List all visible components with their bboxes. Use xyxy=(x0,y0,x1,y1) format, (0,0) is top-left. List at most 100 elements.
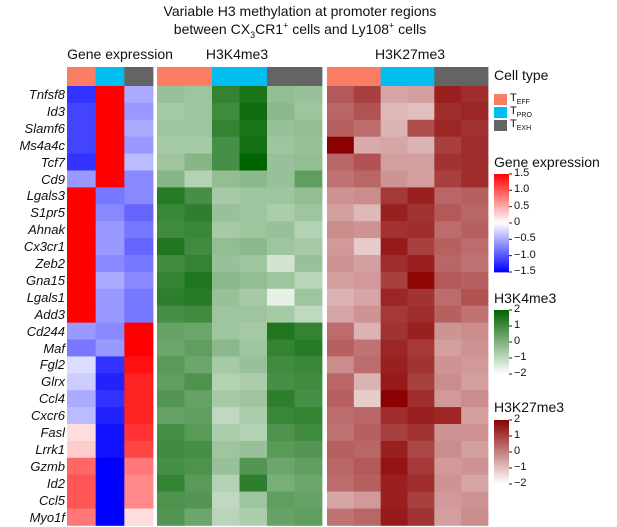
heatmap-cell xyxy=(461,407,489,425)
annotation-cell xyxy=(407,67,435,86)
gene-label: S1pr5 xyxy=(30,205,65,221)
heatmap-cell xyxy=(434,305,462,323)
heatmap-cell xyxy=(327,86,355,104)
heatmap-cell xyxy=(212,204,240,222)
legend-swatch-teff xyxy=(494,94,507,105)
legend-item-teff-sub: EFF xyxy=(516,99,530,107)
heatmap-cell xyxy=(407,339,435,357)
heatmap-cell xyxy=(95,187,125,205)
heatmap-cell xyxy=(267,119,295,138)
heatmap-cell xyxy=(294,339,323,357)
title-text-a: between CX xyxy=(173,21,251,37)
heatmap-cell xyxy=(67,136,97,154)
heatmap-cell xyxy=(95,457,125,476)
heatmap-cell xyxy=(95,322,125,340)
heatmap-cell xyxy=(267,339,295,357)
heatmap-cell xyxy=(380,170,408,188)
heatmap-cell xyxy=(327,508,355,526)
heatmap-cell xyxy=(212,474,240,492)
panel-label-h3k4me3: H3K4me3 xyxy=(205,46,269,62)
heatmap-cell xyxy=(95,255,125,273)
legend-bar-segment xyxy=(494,183,509,187)
heatmap-cell xyxy=(95,373,125,391)
heatmap-cell xyxy=(212,153,240,171)
heatmap-cell xyxy=(124,508,154,526)
heatmap-cell xyxy=(407,474,435,492)
heatmap-cell xyxy=(294,491,323,509)
legend-bar-segment xyxy=(494,482,509,485)
heatmap-cell xyxy=(184,271,213,290)
heatmap-cell xyxy=(353,356,382,374)
heatmap-cell xyxy=(380,508,408,526)
heatmap-cell xyxy=(267,136,295,154)
heatmap-cell xyxy=(212,288,240,307)
legend-bar-segment xyxy=(494,342,509,344)
legend-bar-segment xyxy=(494,225,509,229)
heatmap-cell xyxy=(184,102,213,121)
heatmap-cell xyxy=(434,424,462,442)
heatmap-cell xyxy=(434,153,462,171)
heatmap-cell xyxy=(239,255,268,273)
heatmap-cell xyxy=(353,457,382,476)
heatmap-cell xyxy=(95,440,125,459)
heatmap-cell xyxy=(407,119,435,138)
heatmap-cell xyxy=(407,407,435,425)
heatmap-cell xyxy=(434,322,462,340)
legend-bar-segment xyxy=(494,324,509,327)
heatmap-cell xyxy=(380,204,408,222)
heatmap-cell xyxy=(124,457,154,476)
heatmap-cell xyxy=(294,204,323,222)
heatmap-cell xyxy=(461,356,489,374)
heatmap-cell xyxy=(294,440,323,459)
heatmap-cell xyxy=(267,407,295,425)
gene-label: Cd9 xyxy=(41,171,65,187)
heatmap-cell xyxy=(124,86,154,104)
legend-bar-segment xyxy=(494,198,509,202)
gene-label: Cd244 xyxy=(26,323,65,339)
title-text-c: cells and Ly108 xyxy=(288,21,390,37)
legend-bar-segment xyxy=(494,442,509,445)
heatmap-cell xyxy=(380,457,408,476)
heatmap-cell xyxy=(267,221,295,239)
heatmap-cell xyxy=(67,407,97,425)
legend-bar-segment xyxy=(494,436,509,438)
heatmap-cell xyxy=(461,221,489,239)
heatmap-cell xyxy=(380,305,408,323)
legend-bar-segment xyxy=(494,372,509,375)
heatmap-cell xyxy=(434,187,462,205)
heatmap-cell xyxy=(267,170,295,188)
heatmap-cell xyxy=(407,221,435,239)
heatmap-cell xyxy=(67,322,97,340)
heatmap-cell xyxy=(353,305,382,323)
heatmap-cell xyxy=(157,407,185,425)
heatmap-cell xyxy=(267,508,295,526)
legend-item-texh-sub: EXH xyxy=(516,125,532,133)
legend-bar-segment xyxy=(494,215,509,219)
legend-title-gene-expression: Gene expression xyxy=(494,154,600,170)
heatmap-cell xyxy=(294,170,323,188)
heatmap-cell xyxy=(327,339,355,357)
heatmap-cell xyxy=(184,305,213,323)
legend-bar-segment xyxy=(494,335,509,338)
heatmap-cell xyxy=(124,356,154,374)
heatmap-cell xyxy=(157,271,185,290)
heatmap-cell xyxy=(157,170,185,188)
heatmap-cell xyxy=(124,322,154,340)
heatmap-cell xyxy=(124,440,154,459)
heatmap-cell xyxy=(461,474,489,492)
heatmap-cell xyxy=(434,204,462,222)
heatmap-cell xyxy=(380,339,408,357)
heatmap-cell xyxy=(184,119,213,138)
legend-bar-segment xyxy=(494,431,509,434)
heatmap-cell xyxy=(327,373,355,391)
heatmap-cell xyxy=(67,305,97,323)
heatmap-cell xyxy=(461,288,489,307)
legend-bar-segment xyxy=(494,460,509,462)
legend-tick-label: −1 xyxy=(514,461,527,473)
heatmap-cell xyxy=(212,339,240,357)
legend-tick-label: 1 xyxy=(514,429,521,441)
heatmap-cell xyxy=(212,305,240,323)
annotation-cell xyxy=(184,67,213,86)
heatmap-cell xyxy=(407,373,435,391)
heatmap-cell xyxy=(434,390,462,408)
